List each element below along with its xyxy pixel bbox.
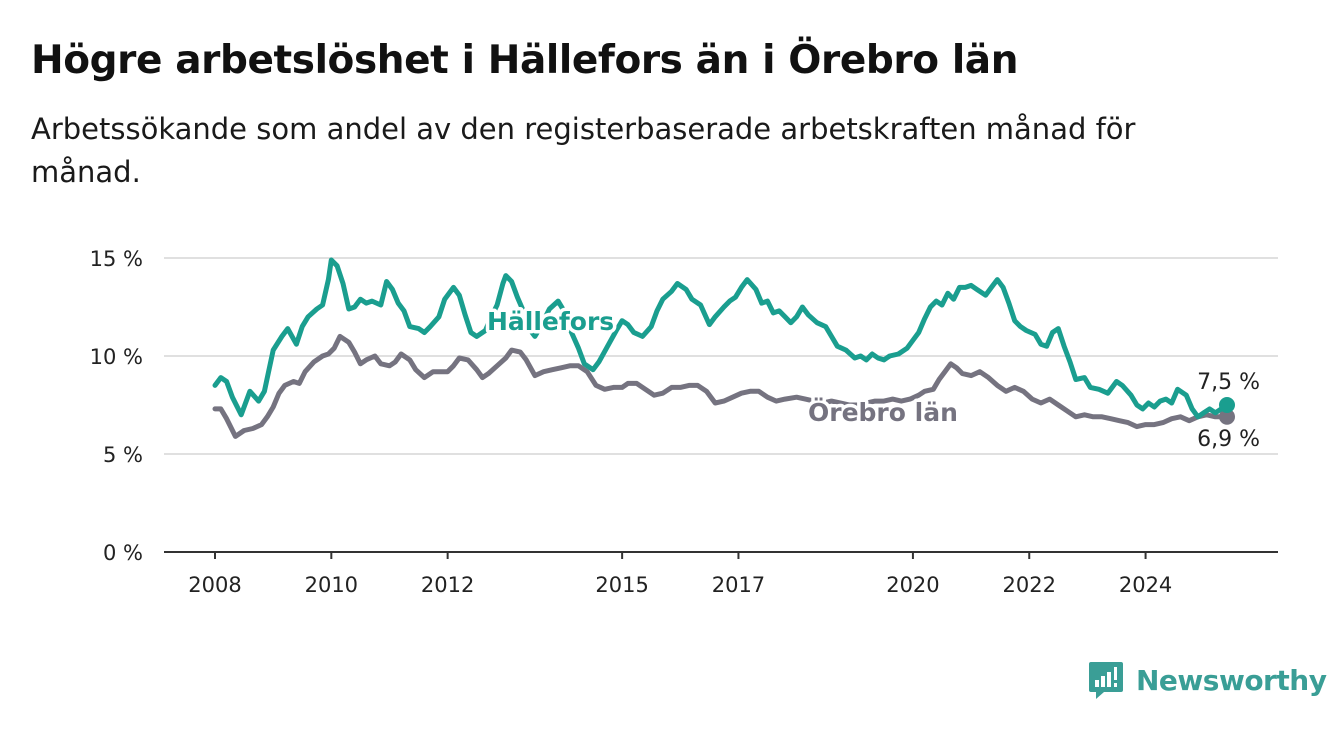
newsworthy-logo-icon [1089,662,1123,699]
y-axis-ticks: 0 % 5 % 10 % 15 % [90,247,143,565]
series-labels: Hällefors Örebro län 7,5 % 6,9 % [484,304,1263,455]
series-line-hallefors [212,257,1230,420]
x-tick-label: 2008 [188,573,241,597]
series-label-orebro-lan: Örebro län [808,397,958,427]
x-tick-label: 2010 [305,573,358,597]
y-tick-label: 10 % [90,345,143,369]
newsworthy-brand: Newsworthy [1088,660,1327,700]
brand-name: Newsworthy [1136,663,1327,697]
series-label-hallefors: Hällefors [487,307,614,336]
x-tick-label: 2015 [595,573,648,597]
x-tick-label: 2017 [712,573,765,597]
chart-subtitle: Arbetssökande som andel av den registerb… [31,112,1136,189]
series-lines [212,257,1235,439]
y-tick-label: 5 % [103,443,143,467]
y-tick-label: 15 % [90,247,143,271]
x-tick-label: 2024 [1119,573,1172,597]
x-axis-ticks: 2008 2010 2012 2015 2017 2020 2022 2024 [188,552,1172,597]
end-value-label-hallefors: 7,5 % [1197,370,1260,395]
x-tick-label: 2012 [421,573,474,597]
line-chart: 0 %5 %10 %15 % 2008 2010 2012 2015 2017 2020 2… [90,247,1278,597]
y-tick-label: 0 % [103,541,143,565]
grid-lines [164,257,1278,553]
x-tick-label: 2020 [886,573,939,597]
chart-title: Högre arbetslöshet i Hällefors än i Öreb… [31,38,1019,83]
end-point-orebro-lan [1219,408,1235,425]
x-tick-label: 2022 [1003,573,1056,597]
series-line-orebro-lan [212,333,1230,439]
end-point-hallefors [1219,397,1235,413]
end-value-label-orebro-lan: 6,9 % [1197,427,1260,452]
